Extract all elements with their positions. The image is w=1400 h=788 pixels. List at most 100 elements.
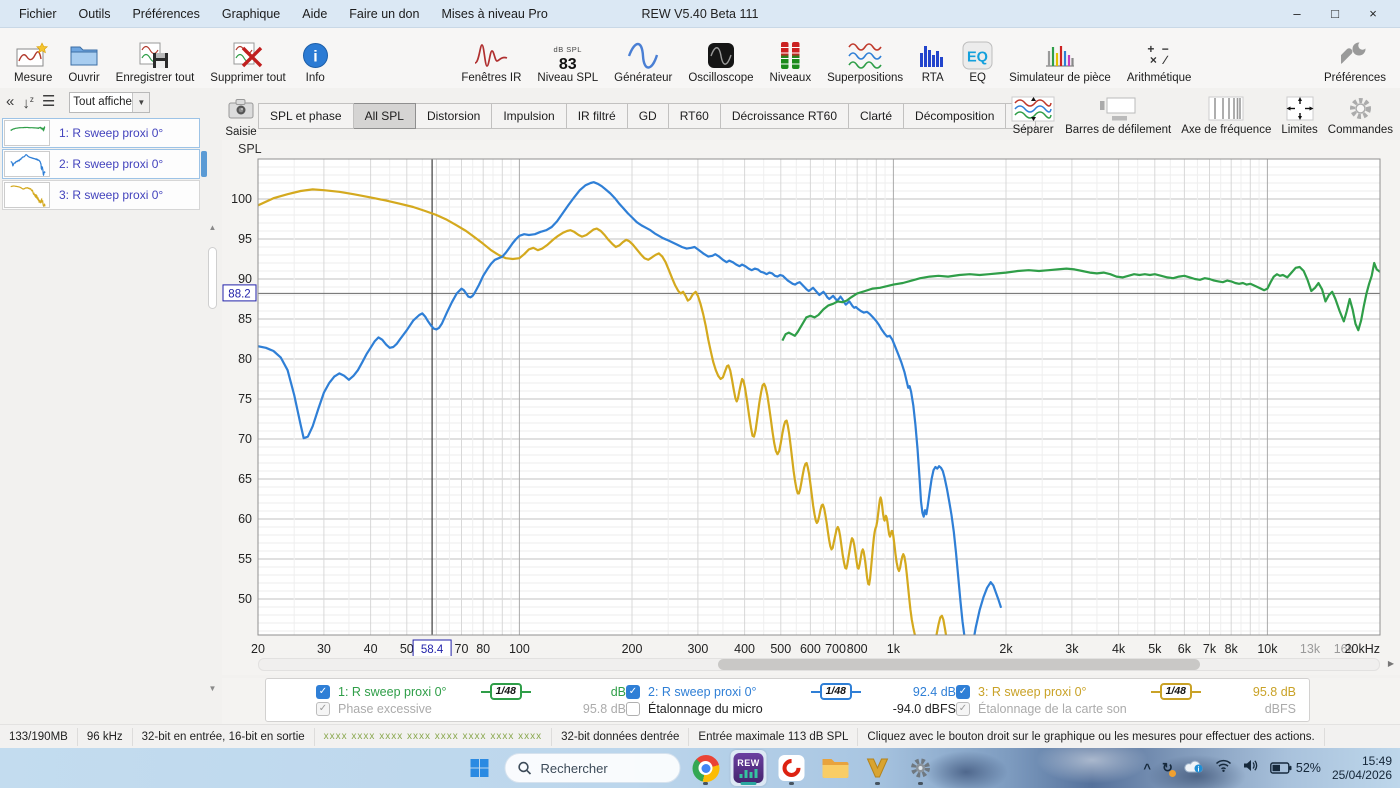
toolbar-enregistrer-tout-button[interactable]: Enregistrer tout: [109, 30, 202, 86]
tab-decroissance-rt60[interactable]: Décroissance RT60: [720, 103, 850, 129]
spl-chart[interactable]: SPL 100 95 90 85 80 75 70 65 60 55 50 88.2 20 30 40 50 70…: [222, 140, 1400, 675]
measurement-filter-dropdown[interactable]: Tout afficher ▼: [69, 91, 151, 113]
toolbar-eq-button[interactable]: EQ EQ: [955, 30, 1000, 86]
spl-plot-svg[interactable]: SPL 100 95 90 85 80 75 70 65 60 55 50 88.2 20 30 40 50 70…: [222, 140, 1400, 656]
chevron-down-icon[interactable]: ▼: [132, 92, 150, 112]
measurement-filter-value: Tout afficher: [73, 96, 133, 108]
measurement-thumbnail: [4, 151, 50, 177]
toolbar-arithmetique-button[interactable]: + − × ∕ Arithmétique: [1120, 30, 1199, 86]
graphtool-barres-de-defilement-button[interactable]: Barres de défilement: [1060, 92, 1176, 138]
graphtool-separer-button[interactable]: Séparer: [1006, 92, 1060, 138]
start-button[interactable]: [462, 750, 498, 786]
taskbar-search-input[interactable]: Rechercher: [504, 753, 681, 783]
tab-clarte[interactable]: Clarté: [849, 103, 905, 129]
graphtool-limites-button[interactable]: Limites: [1276, 92, 1322, 138]
onedrive-cloud-icon[interactable]: i: [1184, 759, 1204, 778]
menu-faire-un-don[interactable]: Faire un don: [349, 6, 420, 21]
measurement-visible-checkbox[interactable]: ✓: [956, 684, 970, 699]
toolbar-ouvrir-button[interactable]: Ouvrir: [61, 30, 106, 86]
series-3-r-sweep-proxi-0: [258, 188, 948, 635]
tab-ir-filtre[interactable]: IR filtré: [566, 103, 628, 129]
taskbar-chrome-button[interactable]: [688, 750, 724, 786]
measurement-item-2[interactable]: 2: R sweep proxi 0°: [2, 149, 207, 179]
smoothing-chip[interactable]: 1/48: [810, 683, 861, 700]
taskbar-clock[interactable]: 15:49 25/04/2026: [1332, 754, 1392, 782]
capture-button[interactable]: Saisie: [224, 92, 258, 138]
frequency-scrollbar[interactable]: [258, 658, 1380, 671]
window-minimize-button[interactable]: –: [1293, 6, 1301, 21]
legend-sub-checkbox[interactable]: ✓: [956, 701, 970, 716]
wifi-icon[interactable]: [1215, 759, 1232, 777]
toolbar-superpositions-button[interactable]: Superpositions: [820, 30, 910, 86]
menu-outils[interactable]: Outils: [78, 6, 111, 21]
scroll-down-icon[interactable]: ▼: [208, 684, 217, 693]
x-tick-label: 400: [734, 642, 755, 656]
measurement-item-3[interactable]: 3: R sweep proxi 0°: [2, 180, 200, 210]
tab-decomposition[interactable]: Décomposition: [904, 103, 1007, 129]
measurement-item-1[interactable]: 1: R sweep proxi 0°: [2, 118, 200, 148]
tab-impulsion[interactable]: Impulsion: [492, 103, 567, 129]
selected-indicator: [201, 151, 207, 177]
legend-sub-checkbox[interactable]: ✓: [316, 701, 330, 716]
toolbar-rta-button[interactable]: RTA: [912, 30, 953, 86]
sync-icon[interactable]: ↻: [1162, 759, 1176, 777]
legend-sub-checkbox[interactable]: [626, 701, 640, 716]
tab-rt60[interactable]: RT60: [668, 103, 721, 129]
toolbar-oscilloscope-button[interactable]: Oscilloscope: [681, 30, 760, 86]
scroll-up-icon[interactable]: ▲: [208, 223, 217, 232]
scrollbar-thumb[interactable]: [208, 247, 217, 309]
tab-all-spl[interactable]: All SPL: [353, 103, 416, 129]
measurement-visible-checkbox[interactable]: ✓: [626, 684, 640, 699]
measurement-visible-checkbox[interactable]: ✓: [316, 684, 330, 699]
smoothing-chip[interactable]: 1/48: [480, 683, 531, 700]
folder-icon: [822, 759, 849, 778]
taskbar-rew-button[interactable]: REW: [730, 750, 767, 786]
measurement-list-scrollbar[interactable]: ▲ ▼: [205, 223, 220, 693]
tab-distorsion[interactable]: Distorsion: [415, 103, 493, 129]
toolbar-mesure-button[interactable]: Mesure: [7, 30, 59, 86]
toolbar-supprimer-tout-button[interactable]: Supprimer tout: [203, 30, 292, 86]
collapse-panel-icon[interactable]: «: [6, 93, 15, 110]
battery-indicator[interactable]: 52%: [1270, 761, 1321, 775]
legend-sub-row: ✓ Phase excessive 95.8 dB: [316, 700, 626, 717]
toolbar-niveaux-button[interactable]: Niveaux: [763, 30, 819, 86]
menu-fichier[interactable]: Fichier: [19, 6, 57, 21]
main-toolbar: Mesure Ouvrir Enregistrer tout Supprimer to…: [0, 28, 1400, 88]
tray-chevron-icon[interactable]: ^: [1143, 760, 1151, 776]
speaker-icon[interactable]: [1243, 759, 1259, 777]
x-tick-label: 1k: [887, 642, 901, 656]
smoothing-chip[interactable]: 1/48: [1150, 683, 1201, 700]
smoothing-line: [1192, 690, 1201, 693]
taskbar-v-app-button[interactable]: [860, 750, 896, 786]
smoothing-line: [522, 690, 531, 693]
tab-gd[interactable]: GD: [627, 103, 669, 129]
scope-icon: [707, 39, 735, 71]
menu-aide[interactable]: Aide: [302, 6, 328, 21]
graphtool-label: Limites: [1281, 124, 1318, 136]
toolbar-label: Supprimer tout: [210, 72, 286, 84]
frequency-scrollbar-thumb[interactable]: [718, 659, 1200, 670]
tab-spl-et-phase[interactable]: SPL et phase: [258, 103, 354, 129]
sort-measurements-icon[interactable]: ↓z: [22, 95, 34, 112]
graphtool-axe-de-frequence-button[interactable]: Axe de fréquence: [1176, 92, 1276, 138]
measurement-actions-menu-icon[interactable]: ☰: [41, 93, 56, 110]
window-maximize-button[interactable]: □: [1331, 6, 1339, 21]
taskbar-red-app-button[interactable]: [774, 750, 810, 786]
toolbar-fenetres-ir-button[interactable]: Fenêtres IR: [454, 30, 528, 86]
toolbar-niveau-spl-button[interactable]: dB SPL 83 Niveau SPL: [530, 30, 605, 86]
deleteall-icon: [233, 39, 264, 71]
system-tray: ^ ↻ i 52% 15:49 25/04/2026: [1143, 748, 1392, 788]
taskbar-explorer-button[interactable]: [817, 750, 853, 786]
scroll-right-icon[interactable]: ▶: [1387, 659, 1394, 668]
toolbar-preferences-button[interactable]: Préférences: [1317, 30, 1393, 86]
menu-preferences[interactable]: Préférences: [132, 6, 200, 21]
taskbar-settings-button[interactable]: [903, 750, 939, 786]
window-close-button[interactable]: ×: [1369, 6, 1377, 21]
graphtool-commandes-button[interactable]: Commandes: [1323, 92, 1398, 138]
toolbar-generateur-button[interactable]: Générateur: [607, 30, 679, 86]
menu-graphique[interactable]: Graphique: [221, 6, 281, 21]
toolbar-simulateur-de-piece-button[interactable]: Simulateur de pièce: [1002, 30, 1118, 86]
menu-mises-a-niveau-pro[interactable]: Mises à niveau Pro: [441, 6, 548, 21]
toolbar-info-button[interactable]: i Info: [295, 30, 336, 86]
v-app-icon: [866, 758, 889, 778]
